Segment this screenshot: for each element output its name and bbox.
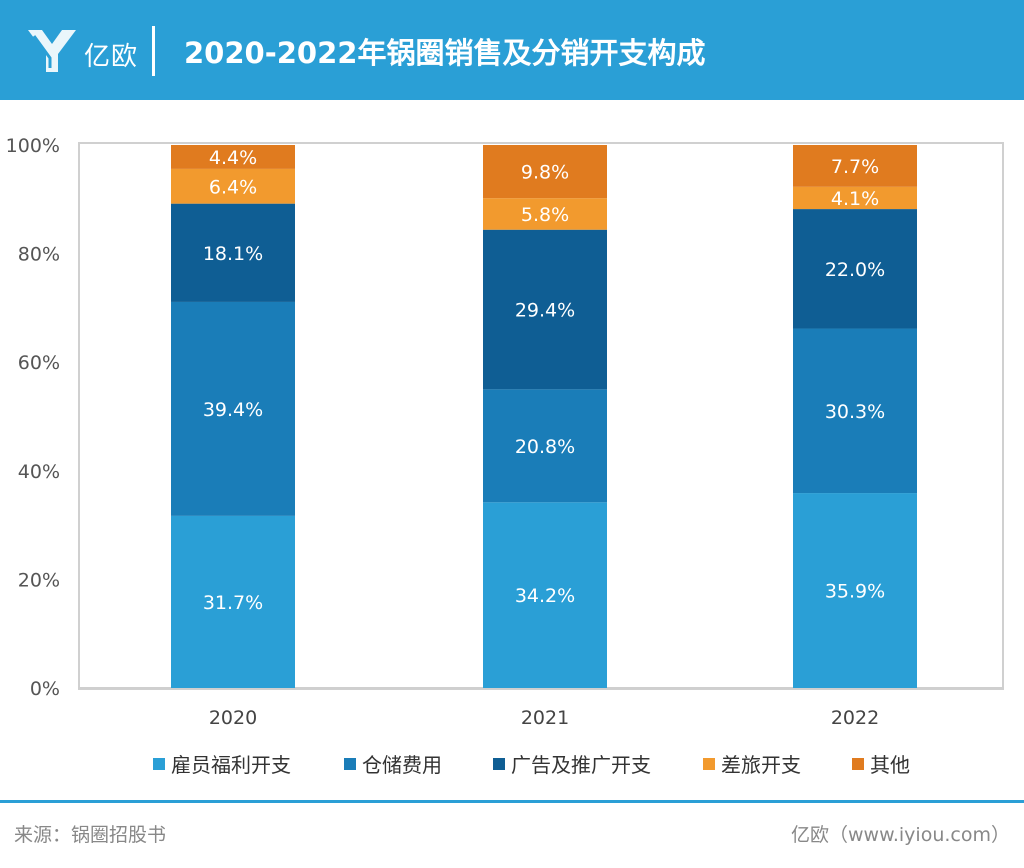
bar-segment — [483, 229, 607, 390]
data-label: 22.0% — [825, 259, 885, 281]
data-label: 30.3% — [825, 401, 885, 423]
legend-swatch — [344, 758, 356, 770]
bar-segment — [171, 301, 295, 516]
x-tick-label: 2022 — [831, 707, 879, 729]
footer-divider — [0, 800, 1024, 803]
bar-segment — [483, 145, 607, 199]
legend-swatch — [852, 758, 864, 770]
data-label: 4.4% — [209, 147, 257, 169]
data-label: 39.4% — [203, 399, 263, 421]
data-label: 4.1% — [831, 188, 879, 210]
data-label: 9.8% — [521, 162, 569, 184]
data-label: 5.8% — [521, 204, 569, 226]
logo: 亿欧 — [24, 22, 154, 78]
legend-label: 其他 — [870, 753, 910, 777]
data-label: 34.2% — [515, 585, 575, 607]
header-bar: 亿欧 2020-2022年锅圈销售及分销开支构成 — [0, 0, 1024, 100]
legend-swatch — [493, 758, 505, 770]
legend-label: 雇员福利开支 — [171, 753, 291, 777]
x-tick-label: 2020 — [209, 707, 257, 729]
y-tick-label: 40% — [18, 461, 60, 483]
page-title: 2020-2022年锅圈销售及分销开支构成 — [184, 36, 706, 70]
y-tick-label: 0% — [30, 678, 60, 700]
source-note: 来源：锅圈招股书 — [14, 824, 167, 846]
bar-segment — [483, 389, 607, 503]
y-tick-label: 100% — [6, 135, 60, 157]
bar-segment — [171, 145, 295, 169]
bar-segment — [171, 203, 295, 302]
bar-segment — [171, 515, 295, 688]
y-tick-label: 20% — [18, 569, 60, 591]
data-label: 20.8% — [515, 436, 575, 458]
bar-segment — [171, 168, 295, 204]
chart-legend: 雇员福利开支 仓储费用 广告及推广开支 差旅开支 其他 — [0, 750, 1024, 780]
credit-note: 亿欧（www.iyiou.com） — [790, 824, 1010, 846]
legend-label: 差旅开支 — [721, 753, 801, 777]
legend-swatch — [703, 758, 715, 770]
stacked-bar-chart: 0% 20% 40% 60% 80% 100% 31.7% 39.4% 18.1% 6.4% 4.4… — [6, 135, 1004, 729]
y-tick-label: 80% — [18, 244, 60, 266]
bar-segment — [483, 198, 607, 230]
x-tick-label: 2021 — [521, 707, 569, 729]
data-label: 35.9% — [825, 581, 885, 603]
bar-segment — [483, 502, 607, 688]
bar-segment — [793, 493, 917, 688]
data-label: 29.4% — [515, 300, 575, 322]
legend-label: 仓储费用 — [362, 753, 442, 777]
data-label: 7.7% — [831, 156, 879, 178]
bar-segment — [793, 145, 917, 187]
data-label: 31.7% — [203, 592, 263, 614]
bar-segment — [793, 186, 917, 210]
y-tick-label: 60% — [18, 352, 60, 374]
bar-segment — [793, 209, 917, 329]
data-label: 6.4% — [209, 176, 257, 198]
bar-segment — [793, 328, 917, 494]
legend-label: 广告及推广开支 — [511, 753, 651, 777]
logo-text: 亿欧 — [84, 42, 139, 72]
logo-icon — [28, 30, 76, 72]
legend-swatch — [153, 758, 165, 770]
header-divider — [152, 26, 155, 76]
data-label: 18.1% — [203, 243, 263, 265]
